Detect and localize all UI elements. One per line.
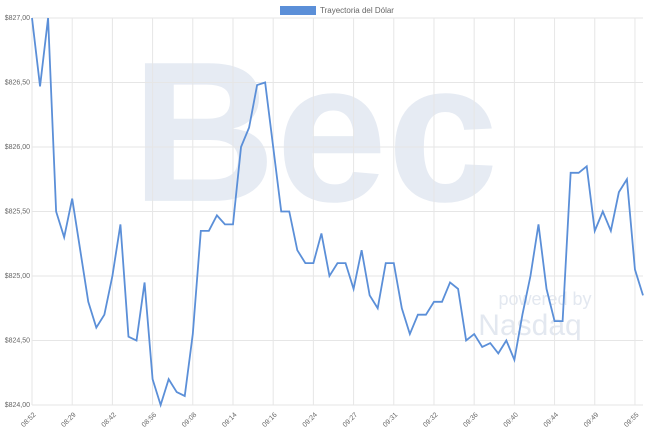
y-tick-label: $824,50	[5, 337, 30, 344]
x-tick-label: 09:49	[583, 412, 600, 429]
legend-label: Trayectoria del Dólar	[320, 6, 394, 15]
x-tick-label: 09:32	[422, 412, 439, 429]
x-tick-label: 09:08	[181, 412, 198, 429]
x-tick-label: 09:31	[382, 412, 399, 429]
y-tick-label: $825,50	[5, 208, 30, 215]
y-tick-label: $826,50	[5, 79, 30, 86]
x-tick-label: 08:29	[60, 412, 77, 429]
x-tick-label: 09:16	[261, 412, 278, 429]
x-tick-label: 08:56	[141, 412, 158, 429]
line	[31, 17, 644, 409]
x-tick-label: 09:40	[503, 412, 520, 429]
x-tick-label: 08:52	[20, 412, 37, 429]
x-tick-label: 08:42	[101, 412, 118, 429]
x-tick-label: 09:27	[342, 412, 359, 429]
x-tick-label: 09:24	[302, 412, 319, 429]
x-tick-label: 09:14	[221, 412, 238, 429]
x-tick-label: 09:36	[462, 412, 479, 429]
y-tick-label: $827,00	[5, 15, 30, 22]
x-tick-label: 09:55	[623, 412, 640, 429]
watermark-logo: Bec	[132, 21, 499, 244]
watermark-brand: Nasdaq	[478, 309, 581, 342]
y-tick-label: $824,00	[5, 402, 30, 409]
legend-swatch	[280, 6, 316, 15]
y-tick-label: $826,00	[5, 144, 30, 151]
y-tick-label: $825,00	[5, 273, 30, 280]
watermark-tagline: powered by	[498, 289, 591, 309]
x-tick-label: 09:44	[543, 412, 560, 429]
